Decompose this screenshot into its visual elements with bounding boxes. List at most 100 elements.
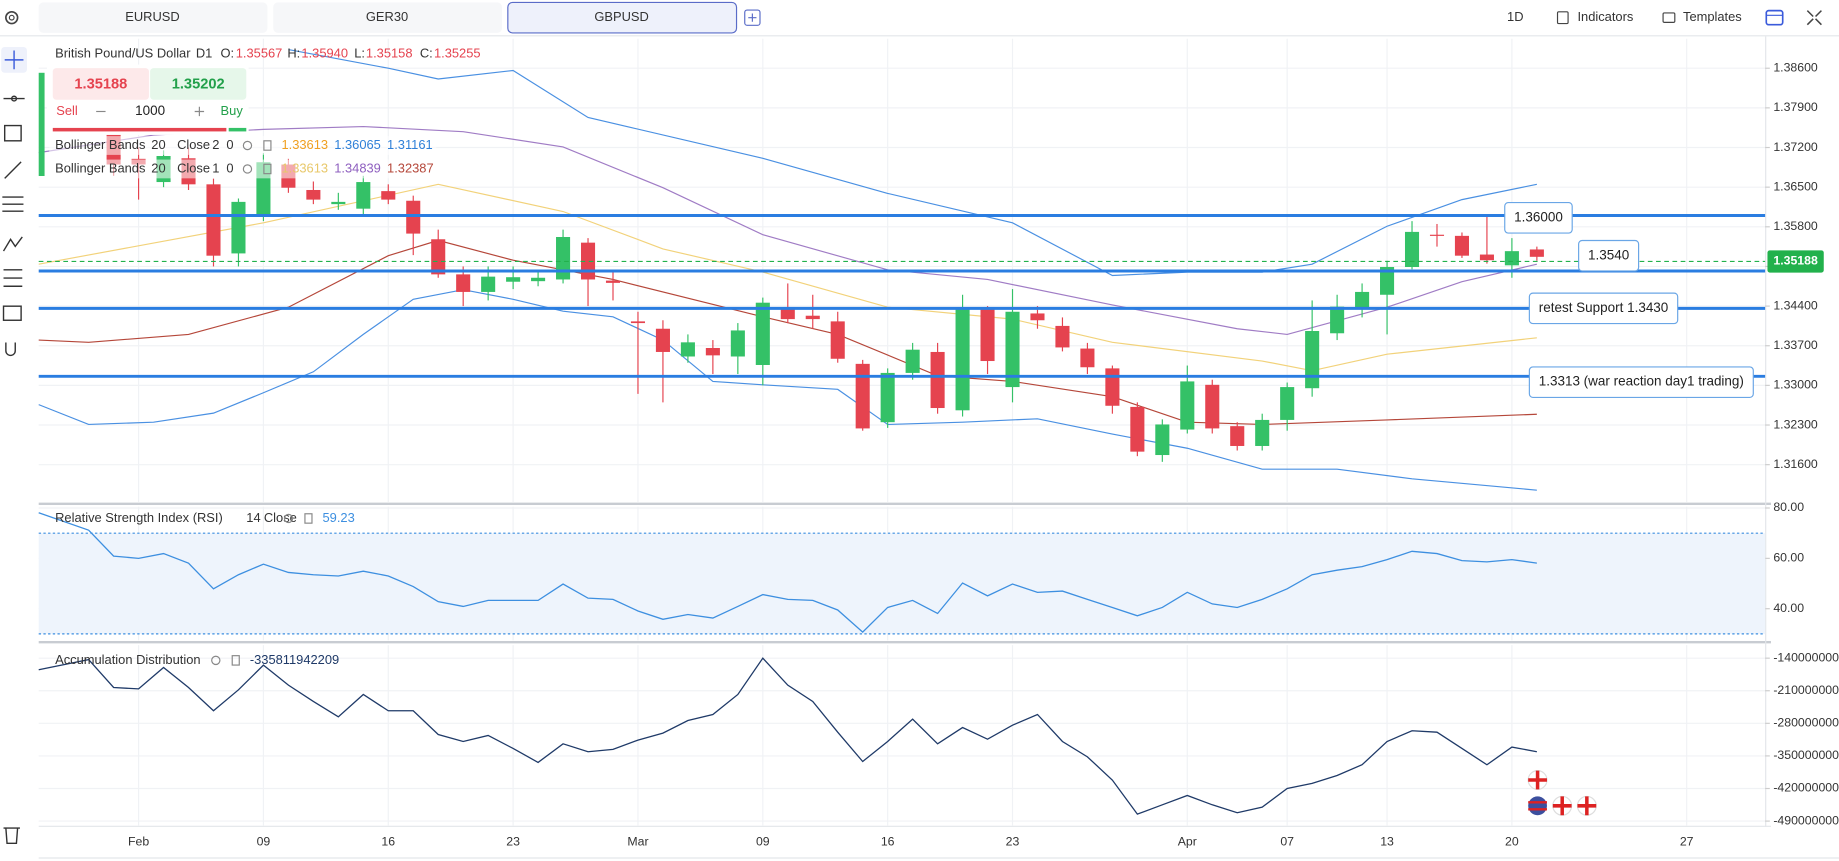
delete-icon[interactable] [231, 655, 240, 666]
callout-box [1528, 366, 1754, 399]
y-tick-label: 1.33000 [1773, 378, 1818, 392]
tab-label[interactable]: EURUSD [125, 9, 179, 24]
indicator-value: 1.33613 [281, 160, 328, 175]
tab-label[interactable]: GER30 [366, 9, 408, 24]
increment-button[interactable] [194, 106, 205, 117]
indicator-value: 1.33613 [281, 137, 328, 152]
buy-ratio-bar [228, 127, 247, 132]
y-tick-label: 1.31600 [1773, 457, 1818, 471]
candle-body [1205, 384, 1220, 429]
x-tick-label: 23 [506, 834, 520, 848]
settings-icon[interactable] [5, 10, 19, 25]
crosshair-tool[interactable] [1, 46, 27, 73]
flag-icon[interactable] [1527, 770, 1548, 790]
candle-body [1080, 348, 1095, 368]
templates-button[interactable]: Templates [1683, 9, 1742, 24]
tab[interactable] [273, 2, 502, 33]
settings-icon[interactable] [283, 513, 294, 524]
candle-body [406, 200, 421, 234]
pattern-tool[interactable] [2, 236, 23, 252]
candle-body [655, 328, 670, 352]
candle-body [231, 201, 246, 254]
ohlc-key: C: [420, 45, 433, 60]
settings-icon[interactable] [211, 655, 221, 666]
candle-body [1429, 234, 1445, 236]
indicator-name: Bollinger Bands [55, 137, 145, 152]
indicator-legends: Bollinger Bands 20 Close 2 0 1.33613 1.36065 1.… [49, 136, 437, 179]
line-tool[interactable] [3, 95, 25, 102]
sell-price-box[interactable] [52, 68, 149, 100]
level-band [38, 533, 1766, 634]
indicator-name: Relative Strength Index (RSI) [55, 510, 223, 525]
add-tab-button[interactable] [744, 9, 761, 26]
buy-price[interactable]: 1.35202 [172, 76, 225, 92]
interval: D1 [196, 45, 212, 60]
delete-tool[interactable] [3, 827, 20, 845]
candle-body [955, 308, 970, 411]
ohlc-value: 1.35255 [434, 45, 481, 60]
magnet-tool[interactable] [5, 342, 16, 357]
candle-body [1055, 325, 1070, 348]
indicators-icon [1556, 11, 1569, 25]
layout-button[interactable] [1765, 9, 1784, 26]
y-tick-label: 1.32300 [1773, 417, 1818, 431]
fullscreen-button[interactable] [1806, 10, 1822, 26]
candle-body [705, 347, 720, 356]
y-tick-label: 1.35800 [1773, 219, 1818, 233]
y-tick-label: 1.38600 [1773, 60, 1818, 74]
x-tick-label: Apr [1178, 834, 1197, 848]
flag-icon[interactable] [1528, 796, 1547, 816]
candle-body [1305, 331, 1320, 389]
y-tick-label: 60.00 [1773, 551, 1804, 565]
y-tick-label: 1.33700 [1773, 338, 1818, 352]
flag-icon[interactable] [1576, 795, 1597, 816]
tab[interactable] [38, 2, 268, 33]
candle-body [830, 321, 845, 359]
candle-body [1280, 387, 1295, 420]
trade-panel: 1.35188 1.35202 Sell 1000 Buy [38, 64, 249, 176]
sell-button[interactable]: Sell [56, 103, 78, 118]
candle-body [1005, 311, 1020, 388]
candle-body [905, 349, 920, 373]
delete-icon[interactable] [263, 140, 272, 151]
indicator-param: 0 [226, 160, 233, 175]
x-tick-label: Feb [128, 834, 149, 848]
indicators-button[interactable]: Indicators [1577, 9, 1633, 24]
y-tick-label: -4200000000 [1773, 781, 1839, 795]
y-tick-label: -4900000000 [1773, 813, 1839, 827]
left-toolbar [1, 46, 27, 845]
candle-body [1180, 381, 1195, 430]
delete-icon[interactable] [263, 163, 272, 175]
settings-icon[interactable] [242, 140, 253, 151]
delete-icon[interactable] [304, 513, 313, 524]
templates-icon [1662, 12, 1676, 23]
indicator-param: 20 [151, 160, 165, 175]
tab-label[interactable]: GBPUSD [594, 9, 648, 24]
indicator-value: 1.31161 [387, 137, 433, 152]
y-tick-label: -1400000000 [1773, 650, 1839, 664]
current-price-badge [1767, 250, 1824, 273]
trendline-tool[interactable] [4, 161, 22, 179]
timeframe-button[interactable]: 1D [1507, 9, 1523, 24]
settings-icon[interactable] [242, 164, 253, 174]
projection-tool[interactable] [3, 269, 23, 287]
ad-legend: Accumulation Distribution -335811942209 [55, 652, 339, 667]
text-tool[interactable] [2, 305, 22, 321]
shape-tool[interactable] [3, 124, 22, 142]
fib-tool[interactable] [2, 196, 24, 212]
trade-strip [38, 72, 45, 176]
candle-body [680, 342, 695, 357]
indicator-param: 1 [212, 160, 219, 175]
tab-active[interactable] [507, 1, 738, 34]
candle-body [1355, 291, 1370, 309]
x-tick-label: Mar [627, 834, 648, 848]
buy-button[interactable]: Buy [221, 103, 244, 118]
y-tick-label: 80.00 [1773, 500, 1804, 514]
candle-body [855, 363, 870, 429]
quantity-input[interactable]: 1000 [135, 103, 165, 118]
event-flags [1527, 770, 1597, 816]
flag-icon[interactable] [1552, 795, 1573, 816]
sell-price[interactable]: 1.35188 [74, 76, 127, 92]
y-tick-label: 1.37200 [1773, 140, 1818, 154]
buy-price-box[interactable] [150, 68, 247, 100]
